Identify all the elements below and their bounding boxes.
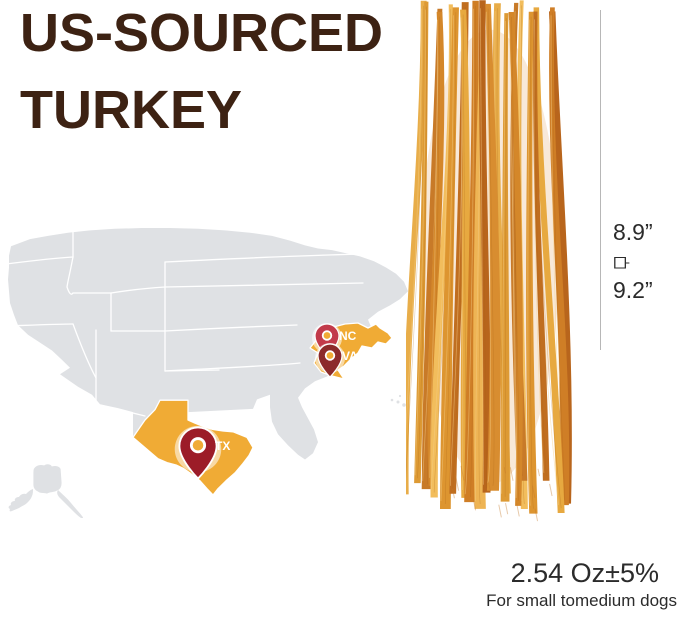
svg-text:TX: TX — [215, 439, 230, 453]
svg-text:NC: NC — [339, 329, 357, 343]
svg-text:VA: VA — [342, 349, 358, 363]
